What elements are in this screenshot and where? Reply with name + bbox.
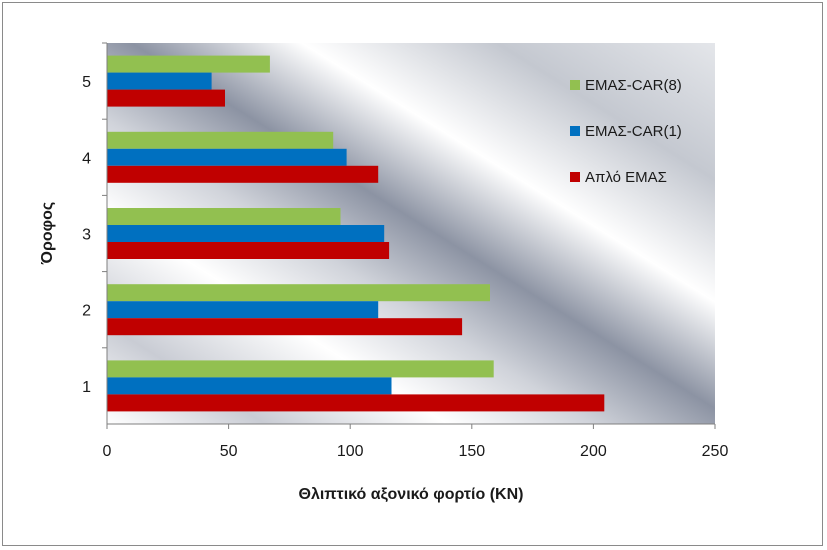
bar-floor-3-series-2: [107, 208, 341, 225]
bar-floor-4-series-1: [107, 148, 347, 166]
bar-floor-1-series-1: [107, 377, 392, 395]
y-axis-title: Όροφος: [39, 202, 56, 265]
bar-floor-3-series-1: [107, 225, 385, 242]
x-tick-label-150: 150: [458, 443, 485, 460]
bar-floor-5-series-1: [107, 72, 212, 90]
y-tick-label-4: 4: [82, 150, 91, 167]
x-tick-label-50: 50: [220, 443, 238, 460]
bar-floor-2-series-1: [107, 301, 379, 319]
legend-swatch-2: [570, 80, 580, 90]
legend-label-0: Απλό ΕΜΑΣ: [585, 169, 667, 186]
bar-floor-2-series-2: [107, 284, 490, 302]
bar-floor-2-series-0: [107, 318, 463, 336]
x-axis-title: Θλιπτικό αξονικό φορτίο (KN): [299, 486, 524, 503]
bar-floor-4-series-2: [107, 131, 334, 149]
bars-layer: [107, 55, 605, 412]
y-tick-label-3: 3: [82, 227, 91, 244]
bar-floor-1-series-0: [107, 394, 605, 412]
x-tick-label-200: 200: [580, 443, 607, 460]
x-tick-label-0: 0: [103, 443, 112, 460]
legend: ΕΜΑΣ-CAR(8) ΕΜΑΣ-CAR(1) Απλό ΕΜΑΣ: [570, 77, 682, 186]
x-tick-label-100: 100: [337, 443, 364, 460]
legend-label-1: ΕΜΑΣ-CAR(1): [585, 123, 682, 140]
legend-swatch-1: [570, 126, 580, 136]
y-tick-label-5: 5: [82, 74, 91, 91]
y-tick-label-2: 2: [82, 303, 91, 320]
bar-floor-4-series-0: [107, 165, 379, 183]
bar-floor-3-series-0: [107, 242, 390, 259]
y-tick-label-1: 1: [82, 379, 91, 396]
bar-floor-1-series-2: [107, 360, 494, 378]
bar-floor-5-series-0: [107, 89, 225, 107]
legend-label-2: ΕΜΑΣ-CAR(8): [585, 77, 682, 94]
legend-swatch-0: [570, 172, 580, 182]
bar-floor-5-series-2: [107, 55, 270, 73]
x-tick-label-250: 250: [702, 443, 729, 460]
